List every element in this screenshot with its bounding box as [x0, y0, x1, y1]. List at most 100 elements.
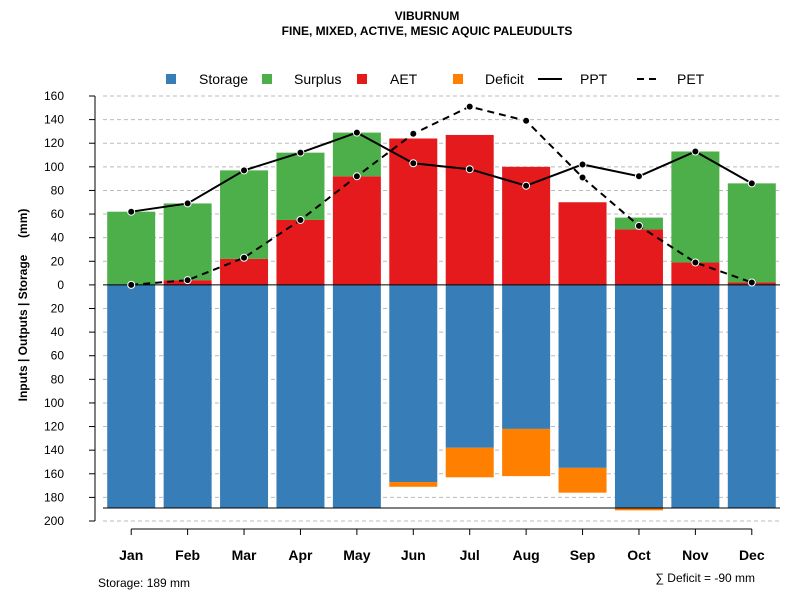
pet-point	[634, 221, 643, 230]
legend-label: Deficit	[485, 71, 524, 87]
pet-point	[409, 129, 418, 138]
legend-item-deficit: Deficit	[453, 71, 524, 87]
y-tick-label: 120	[44, 136, 64, 150]
legend-label: PET	[677, 71, 705, 87]
ppt-point	[465, 165, 474, 174]
x-tick-label: Oct	[627, 547, 651, 563]
deficit-bar	[502, 428, 551, 477]
aet-bar	[671, 262, 720, 285]
x-tick-label: Aug	[513, 547, 540, 563]
storage-bar	[163, 284, 212, 509]
chart-subtitle: FINE, MIXED, ACTIVE, MESIC AQUIC PALEUDU…	[282, 24, 573, 38]
ppt-point	[691, 147, 700, 156]
y-axis-label: Inputs | Outputs | Storage (mm)	[16, 209, 30, 402]
storage-bar	[220, 284, 269, 509]
y-tick-label: 100	[44, 160, 64, 174]
ppt-point	[522, 181, 531, 190]
aet-bar	[558, 202, 607, 285]
storage-bar	[502, 284, 551, 429]
ppt-point	[352, 128, 361, 137]
y-tick-label: 40	[51, 325, 65, 339]
surplus-bar	[727, 183, 776, 283]
storage-bar	[558, 284, 607, 468]
x-tick-label: Jan	[119, 547, 143, 563]
storage-bar	[614, 284, 663, 509]
pet-point	[296, 215, 305, 224]
legend: Storage Surplus AET Deficit PPT PET	[166, 71, 705, 87]
x-tick-label: May	[343, 547, 370, 563]
ppt-point	[747, 179, 756, 188]
y-tick-label: 80	[51, 372, 65, 386]
legend-item-storage: Storage	[166, 71, 248, 87]
aet-bar	[276, 219, 325, 285]
deficit-bar	[389, 482, 438, 487]
pet-point	[578, 173, 587, 182]
legend-label: PPT	[580, 71, 608, 87]
y-tick-label: 80	[51, 183, 65, 197]
ppt-line	[131, 131, 753, 213]
aet-bar	[614, 229, 663, 285]
x-tick-label: Nov	[682, 547, 709, 563]
pet-line	[131, 105, 753, 286]
legend-label: Storage	[199, 71, 248, 87]
y-tick-label: 180	[44, 490, 64, 504]
y-tick-label: 20	[51, 254, 65, 268]
pet-point	[522, 116, 531, 125]
y-tick-label: 100	[44, 396, 64, 410]
storage-bar	[276, 284, 325, 509]
storage-bar	[671, 284, 720, 509]
surplus-bar	[276, 152, 325, 220]
surplus-bar	[163, 203, 212, 281]
y-tick-label: 40	[51, 231, 65, 245]
ppt-point	[127, 207, 136, 216]
legend-swatch	[262, 74, 272, 84]
storage-bar	[727, 284, 776, 509]
legend-swatch	[453, 74, 463, 84]
storage-note: Storage: 189 mm	[98, 576, 190, 590]
storage-bar	[332, 284, 381, 509]
surplus-bar	[332, 132, 381, 177]
pet-point	[240, 253, 249, 262]
y-tick-label: 0	[57, 278, 64, 292]
pet-point	[465, 102, 474, 111]
lines	[127, 102, 756, 289]
storage-bar	[107, 284, 156, 509]
pet-point	[747, 278, 756, 287]
legend-item-aet: AET	[357, 71, 418, 87]
legend-item-pet: PET	[637, 71, 705, 87]
x-tick-label: Feb	[175, 547, 200, 563]
pet-point	[352, 172, 361, 181]
legend-item-surplus: Surplus	[262, 71, 341, 87]
legend-item-ppt: PPT	[538, 71, 608, 87]
bars	[107, 132, 776, 511]
aet-bar	[220, 258, 269, 285]
deficit-bar	[445, 447, 494, 478]
surplus-bar	[107, 211, 156, 285]
ppt-point	[578, 160, 587, 169]
pet-point	[127, 280, 136, 289]
aet-bar	[332, 176, 381, 285]
ppt-point	[183, 199, 192, 208]
aet-bar	[445, 134, 494, 285]
y-tick-label: 60	[51, 207, 65, 221]
gridlines	[103, 95, 780, 522]
surplus-bar	[671, 151, 720, 263]
legend-swatch	[166, 74, 176, 84]
y-tick-label: 200	[44, 514, 64, 528]
x-tick-label: Jul	[460, 547, 480, 563]
storage-bar	[389, 284, 438, 483]
ppt-point	[296, 148, 305, 157]
y-tick-label: 160	[44, 89, 64, 103]
y-tick-label: 160	[44, 467, 64, 481]
x-tick-label: Jun	[401, 547, 426, 563]
ppt-point	[240, 166, 249, 175]
legend-swatch	[357, 74, 367, 84]
x-tick-label: Dec	[739, 547, 765, 563]
surplus-bar	[220, 170, 269, 259]
deficit-bar	[558, 467, 607, 493]
x-tick-label: Mar	[232, 547, 257, 563]
chart-title: VIBURNUM	[395, 9, 460, 23]
y-tick-label: 20	[51, 302, 65, 316]
legend-label: Surplus	[294, 71, 341, 87]
ppt-point	[409, 159, 418, 168]
